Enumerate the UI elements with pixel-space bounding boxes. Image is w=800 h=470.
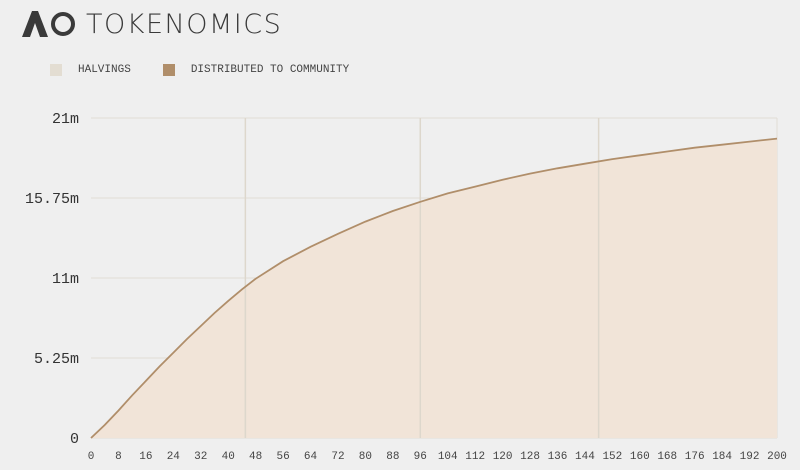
- x-tick-label: 56: [276, 451, 289, 463]
- x-tick-label: 32: [194, 451, 207, 463]
- x-tick-label: 64: [304, 451, 318, 463]
- chart-legend: HALVINGS DISTRIBUTED TO COMMUNITY: [50, 64, 381, 76]
- x-tick-label: 0: [88, 451, 95, 463]
- series-line-distributed: [90, 137, 778, 439]
- legend-label-distributed: DISTRIBUTED TO COMMUNITY: [190, 64, 350, 76]
- x-tick-label: 136: [548, 451, 568, 463]
- y-tick-label: 0: [70, 431, 79, 448]
- page-title: TOKENOMICS: [86, 8, 283, 40]
- legend-swatch-halvings: [50, 64, 62, 76]
- y-tick-label: 5.25m: [34, 351, 79, 368]
- x-tick-label: 152: [602, 451, 622, 463]
- x-tick-label: 168: [657, 451, 677, 463]
- x-tick-label: 160: [630, 451, 650, 463]
- x-tick-label: 144: [575, 451, 595, 463]
- x-tick-label: 96: [414, 451, 427, 463]
- x-tick-label: 48: [249, 451, 262, 463]
- x-tick-label: 200: [767, 451, 787, 463]
- x-tick-label: 80: [359, 451, 372, 463]
- x-tick-label: 16: [139, 451, 152, 463]
- ao-logo: [22, 11, 75, 37]
- y-tick-label: 21m: [52, 111, 79, 128]
- legend-label-halvings: HALVINGS: [78, 64, 131, 76]
- legend-item-distributed: DISTRIBUTED TO COMMUNITY: [162, 64, 350, 76]
- x-tick-label: 192: [740, 451, 760, 463]
- x-tick-label: 72: [331, 451, 344, 463]
- x-tick-label: 176: [685, 451, 705, 463]
- x-tick-label: 128: [520, 451, 540, 463]
- x-tick-label: 24: [167, 451, 181, 463]
- legend-item-halvings: HALVINGS: [50, 64, 131, 76]
- x-tick-label: 112: [465, 451, 485, 463]
- x-tick-label: 184: [712, 451, 732, 463]
- y-tick-label: 15.75m: [25, 191, 79, 208]
- legend-swatch-distributed: [162, 64, 175, 76]
- series-area-distributed: [91, 138, 777, 438]
- x-tick-label: 40: [222, 451, 235, 463]
- x-tick-label: 120: [493, 451, 513, 463]
- x-tick-label: 8: [115, 451, 122, 463]
- x-tick-label: 104: [438, 451, 458, 463]
- x-tick-label: 88: [386, 451, 399, 463]
- y-tick-label: 11m: [52, 271, 79, 288]
- header: TOKENOMICS: [22, 6, 282, 42]
